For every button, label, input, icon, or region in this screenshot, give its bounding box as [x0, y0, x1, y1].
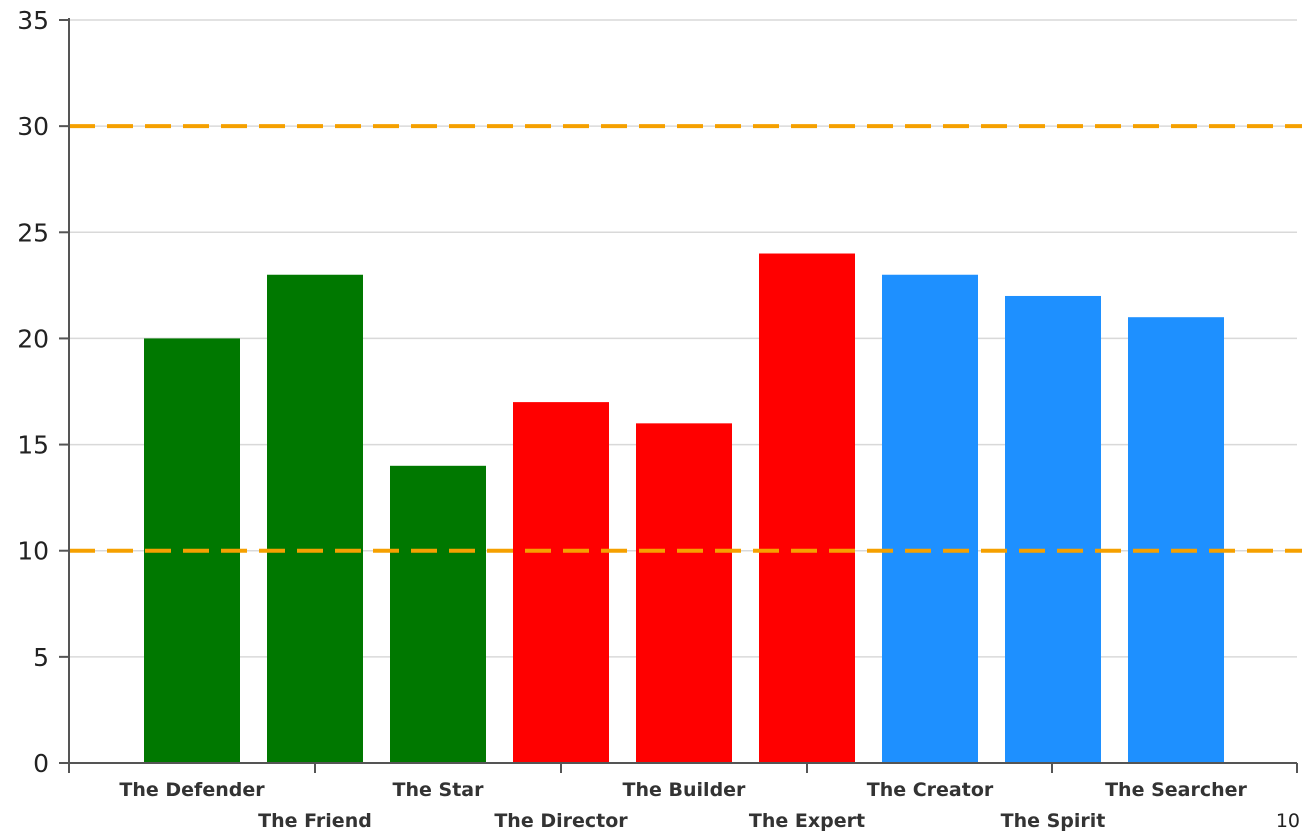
bar-the-expert [759, 253, 855, 763]
bar-the-director [513, 402, 609, 763]
bar-the-creator [882, 274, 978, 763]
x-tick-label-the-defender: The Defender [119, 779, 265, 801]
x-tick-label-the-director: The Director [494, 810, 628, 832]
y-tick-label-35: 35 [17, 6, 49, 35]
x-tick-label-the-builder: The Builder [623, 779, 747, 801]
y-tick-label-0: 0 [33, 749, 49, 778]
x-tick-label-the-star: The Star [393, 779, 485, 801]
bar-the-spirit [1005, 295, 1101, 763]
bars [144, 253, 1224, 763]
bar-the-builder [636, 423, 732, 763]
y-tick-label-25: 25 [17, 218, 49, 247]
y-tick-label-10: 10 [17, 537, 49, 566]
y-axis: 0 5 10 15 20 25 30 35 [17, 6, 70, 778]
bar-the-searcher [1128, 317, 1224, 763]
y-tick-label-30: 30 [17, 112, 49, 141]
reference-lines [69, 124, 1302, 553]
x-tick-label-the-friend: The Friend [258, 810, 372, 832]
x-tick-label-the-searcher: The Searcher [1105, 779, 1247, 801]
y-tick-label-20: 20 [17, 324, 49, 353]
corner-label: 10 [1276, 810, 1300, 832]
x-axis: The Defender The Friend The Star The Direct… [68, 762, 1298, 832]
x-tick-label-the-creator: The Creator [867, 779, 994, 801]
x-tick-label-the-spirit: The Spirit [1001, 810, 1106, 832]
y-tick-label-15: 15 [17, 431, 49, 460]
bar-the-friend [267, 274, 363, 763]
x-tick-label-the-expert: The Expert [749, 810, 865, 832]
y-tick-label-5: 5 [33, 643, 49, 672]
bar-the-star [390, 465, 486, 763]
